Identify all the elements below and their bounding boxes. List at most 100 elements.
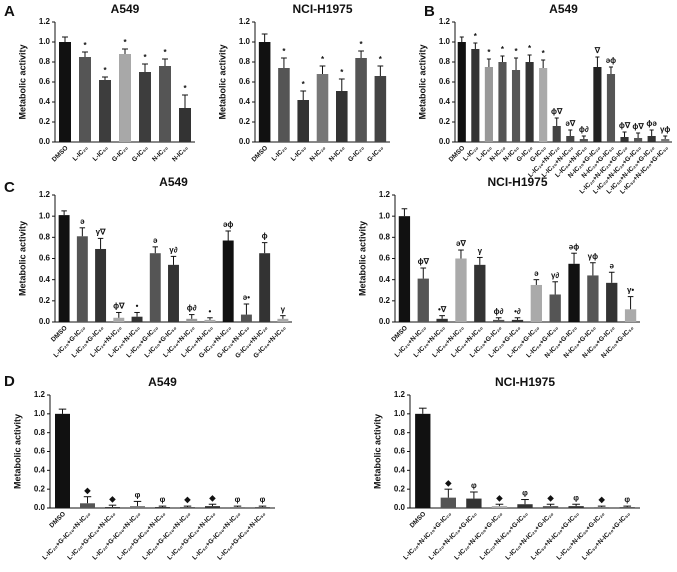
x-tick-label: L-IC₂₀+G-IC₅₀+N-IC₅₀ bbox=[116, 511, 167, 562]
x-tick-label: L-IC₂₀+N-IC₅₀+G-IC₅₀ bbox=[479, 511, 530, 562]
significance-mark: ϕ∇ bbox=[619, 121, 631, 130]
bar bbox=[80, 503, 95, 508]
y-tick-label: 0.8 bbox=[39, 57, 51, 66]
y-tick-label: 0.4 bbox=[39, 275, 51, 284]
significance-mark: ϕ bbox=[262, 232, 268, 241]
significance-mark: γ bbox=[281, 305, 286, 314]
significance-mark: ◆ bbox=[108, 494, 116, 503]
x-tick-label: DMSO bbox=[48, 511, 67, 530]
significance-mark: * bbox=[379, 55, 383, 64]
significance-mark: φ bbox=[471, 481, 477, 490]
y-axis-label: Metabolic activity bbox=[17, 44, 27, 119]
significance-mark: φ bbox=[573, 493, 579, 502]
x-tick-label: G-IC₅₀+N-IC₅₀ bbox=[252, 325, 287, 360]
x-tick-label: L-IC₂₀+G-IC₅₀+N-IC₂₀ bbox=[91, 511, 142, 562]
bar bbox=[139, 72, 151, 142]
y-tick-label: 0.6 bbox=[379, 254, 391, 263]
significance-mark: ə∇ bbox=[456, 239, 466, 248]
bar bbox=[55, 413, 70, 508]
x-tick-label: L-IC₅₀+G-IC₂₀+N-IC₅₀ bbox=[166, 511, 217, 562]
bar bbox=[204, 319, 216, 322]
bar bbox=[99, 80, 111, 142]
significance-mark: • bbox=[136, 302, 139, 311]
bar bbox=[374, 76, 387, 142]
bar bbox=[186, 318, 198, 322]
significance-mark: γ• bbox=[627, 286, 634, 295]
significance-mark: γ∂ bbox=[551, 271, 559, 280]
bar bbox=[549, 294, 561, 322]
y-tick-label: 1.2 bbox=[39, 17, 51, 26]
y-tick-label: 1.2 bbox=[34, 390, 46, 399]
y-tick-label: 1.0 bbox=[34, 409, 46, 418]
bar bbox=[131, 316, 143, 322]
bar bbox=[222, 240, 234, 322]
significance-mark: əϕ bbox=[569, 242, 579, 251]
significance-mark: ϕ∂ bbox=[579, 125, 589, 134]
y-tick-label: 0.2 bbox=[39, 296, 51, 305]
panel-label: D bbox=[4, 373, 15, 390]
x-tick-label: N-IC₂₀ bbox=[151, 145, 170, 164]
bar bbox=[484, 67, 493, 142]
significance-mark: φ bbox=[235, 495, 241, 504]
bar bbox=[277, 318, 289, 322]
significance-mark: ◆ bbox=[183, 495, 191, 504]
panel-label: A bbox=[4, 3, 15, 20]
x-tick-label: L-IC₂₀+G-IC₂₀+N-IC₅₀ bbox=[66, 511, 117, 562]
x-tick-label: L-IC₅₀ bbox=[92, 145, 110, 163]
x-tick-label: L-IC₂₀ bbox=[271, 145, 289, 163]
x-tick-label: L-IC₂₀+N-IC₅₀+G-IC₂₀ bbox=[453, 511, 504, 562]
bar bbox=[587, 275, 599, 322]
x-tick-label: L-IC₅₀+G-IC₂₀+N-IC₂₀ bbox=[141, 511, 192, 562]
bar bbox=[415, 413, 431, 508]
significance-mark: φ bbox=[624, 495, 630, 504]
y-tick-label: 0.6 bbox=[394, 447, 406, 456]
x-tick-label: L-IC₅₀ bbox=[290, 145, 308, 163]
bar bbox=[297, 100, 309, 142]
y-axis-label: Metabolic activity bbox=[417, 44, 427, 119]
bar bbox=[76, 236, 88, 322]
bar bbox=[517, 504, 533, 508]
y-tick-label: 0.8 bbox=[394, 428, 406, 437]
chart-title: A549 bbox=[159, 175, 188, 189]
significance-mark: • bbox=[209, 307, 212, 316]
x-tick-label: L-IC₅₀+G-IC₅₀+N-IC₅₀ bbox=[216, 511, 267, 562]
significance-mark: əϕ bbox=[606, 56, 616, 65]
chart-title: NCI-H1975 bbox=[495, 375, 555, 389]
y-axis-label: Metabolic activity bbox=[217, 44, 227, 119]
y-tick-label: 0.2 bbox=[239, 117, 251, 126]
bar bbox=[511, 70, 521, 142]
chart-title: A549 bbox=[549, 2, 578, 16]
y-tick-label: 0.2 bbox=[34, 484, 46, 493]
y-tick-label: 0.6 bbox=[34, 447, 46, 456]
panel-label: B bbox=[424, 3, 435, 20]
chart-title: A549 bbox=[148, 375, 177, 389]
significance-mark: γϕ bbox=[660, 125, 670, 134]
significance-mark: φ bbox=[160, 495, 166, 504]
y-tick-label: 1.0 bbox=[39, 211, 51, 220]
significance-mark: əϕ bbox=[223, 220, 233, 229]
significance-mark: ə bbox=[610, 261, 615, 270]
bar bbox=[498, 62, 507, 142]
bar bbox=[278, 68, 290, 142]
bar bbox=[661, 139, 670, 142]
y-tick-label: 1.0 bbox=[379, 211, 391, 220]
y-tick-label: 0.0 bbox=[439, 137, 451, 146]
bar bbox=[230, 507, 245, 508]
y-tick-label: 0.0 bbox=[39, 137, 51, 146]
x-tick-label: L-IC₅₀+N-IC₅₀+G-IC₅₀ bbox=[581, 511, 632, 562]
bar bbox=[647, 136, 656, 142]
bar bbox=[466, 498, 482, 508]
significance-mark: ◆ bbox=[208, 493, 216, 502]
bar bbox=[105, 507, 120, 508]
y-tick-label: 0.0 bbox=[239, 137, 251, 146]
y-axis-label: Metabolic activity bbox=[17, 221, 27, 296]
significance-mark: ə bbox=[153, 236, 158, 245]
bar bbox=[440, 497, 456, 508]
x-tick-label: DMSO bbox=[409, 511, 428, 530]
significance-mark: * bbox=[321, 55, 325, 64]
y-axis-label: Metabolic activity bbox=[372, 414, 382, 489]
x-tick-label: L-IC₅₀+G-IC₅₀+N-IC₂₀ bbox=[191, 511, 242, 562]
x-tick-label: N-IC₅₀ bbox=[171, 145, 190, 164]
bar bbox=[258, 42, 271, 142]
y-tick-label: 0.8 bbox=[379, 232, 391, 241]
